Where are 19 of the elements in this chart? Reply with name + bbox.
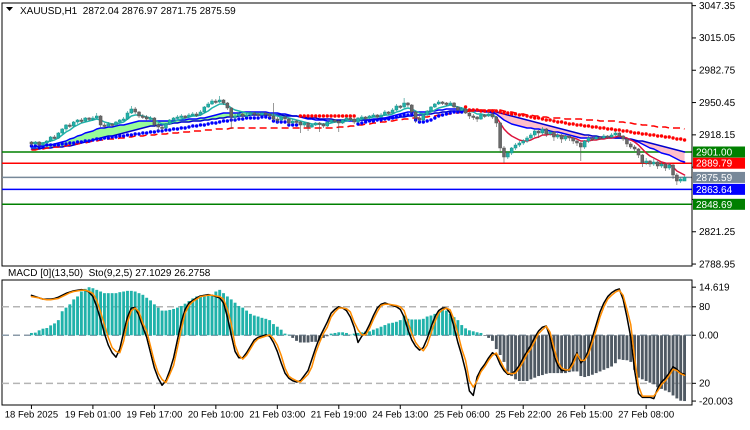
x-tick-label: 21 Feb 03:00	[249, 410, 306, 421]
x-tick-label: 18 Feb 2025	[4, 410, 58, 421]
x-tick-label: 19 Feb 01:00	[64, 410, 121, 421]
y-tick-label: 0.00	[699, 330, 719, 342]
y-tick-label: -20.003	[699, 396, 734, 408]
x-tick-label: 19 Feb 17:00	[126, 410, 182, 421]
y2-tick-label: 20	[699, 378, 711, 390]
y-tick-label: 2788.95	[699, 259, 736, 270]
y2-tick-label: 80	[699, 302, 711, 313]
y-tick-label: 14.619	[699, 282, 730, 294]
x-tick-label: 24 Feb 13:00	[372, 410, 428, 421]
x-tick-label: 26 Feb 15:00	[556, 410, 613, 421]
x-tick-label: 25 Feb 22:00	[495, 410, 552, 421]
chart-title: MACD [0](13,50) Sto(9,2,5) 27.1029 26.2758	[8, 268, 211, 279]
x-tick-label: 21 Feb 19:00	[310, 410, 367, 421]
y-tick-label: 2821.25	[699, 226, 736, 238]
x-tick-label: 20 Feb 10:00	[188, 410, 244, 421]
x-tick-label: 27 Feb 08:00	[618, 410, 674, 421]
x-tick-label: 25 Feb 06:00	[434, 410, 490, 421]
